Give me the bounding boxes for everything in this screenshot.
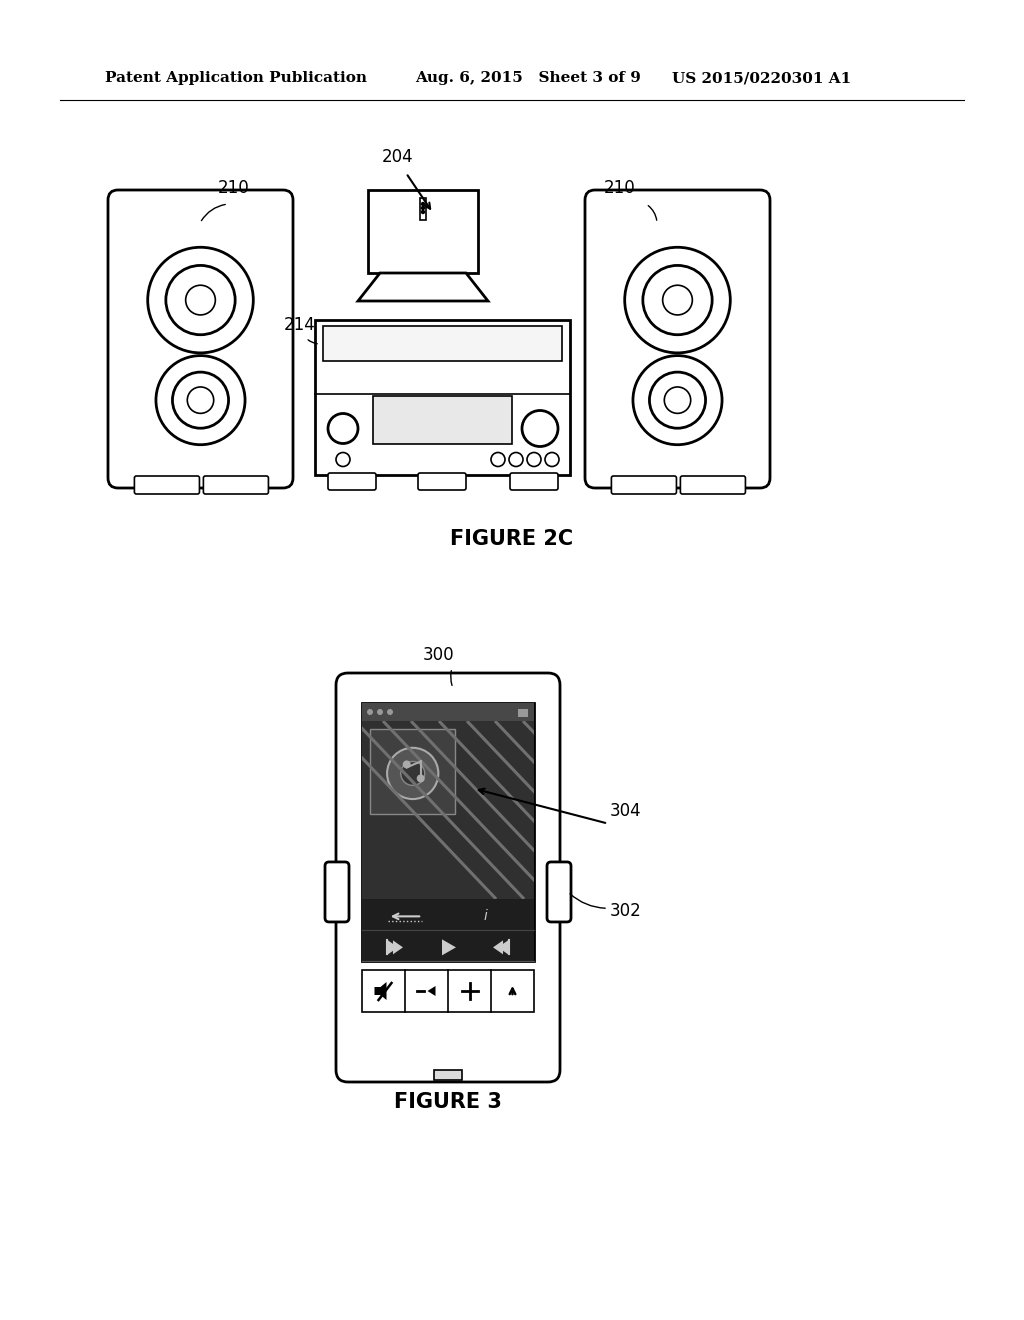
Bar xyxy=(362,704,534,721)
Polygon shape xyxy=(427,986,435,997)
Text: i: i xyxy=(484,909,487,924)
Circle shape xyxy=(328,413,358,444)
Circle shape xyxy=(387,748,438,799)
Circle shape xyxy=(663,285,692,315)
Polygon shape xyxy=(442,940,456,956)
Circle shape xyxy=(156,355,245,445)
Circle shape xyxy=(417,775,425,783)
Text: FIGURE 3: FIGURE 3 xyxy=(394,1092,502,1111)
Polygon shape xyxy=(393,940,403,954)
Circle shape xyxy=(185,285,215,315)
FancyBboxPatch shape xyxy=(547,862,571,921)
Circle shape xyxy=(166,265,236,335)
Bar xyxy=(434,1071,462,1080)
Polygon shape xyxy=(388,940,398,954)
FancyBboxPatch shape xyxy=(418,473,466,490)
Text: 204: 204 xyxy=(382,148,414,166)
Circle shape xyxy=(522,411,558,446)
Circle shape xyxy=(387,709,393,715)
Bar xyxy=(362,721,534,899)
Circle shape xyxy=(422,210,425,214)
FancyBboxPatch shape xyxy=(611,477,677,494)
Circle shape xyxy=(545,453,559,466)
FancyBboxPatch shape xyxy=(680,477,745,494)
Text: Aug. 6, 2015   Sheet 3 of 9: Aug. 6, 2015 Sheet 3 of 9 xyxy=(415,71,641,84)
Circle shape xyxy=(643,265,712,335)
Circle shape xyxy=(422,202,425,206)
Bar xyxy=(362,704,534,961)
Text: 302: 302 xyxy=(610,902,642,920)
Circle shape xyxy=(490,453,505,466)
Polygon shape xyxy=(375,982,386,1001)
Bar xyxy=(362,899,534,961)
Text: FIGURE 2C: FIGURE 2C xyxy=(451,529,573,549)
Text: Patent Application Publication: Patent Application Publication xyxy=(105,71,367,84)
Circle shape xyxy=(336,453,350,466)
Polygon shape xyxy=(498,940,508,954)
FancyBboxPatch shape xyxy=(585,190,770,488)
Circle shape xyxy=(422,206,425,210)
Circle shape xyxy=(377,709,383,715)
Polygon shape xyxy=(358,273,488,301)
FancyBboxPatch shape xyxy=(108,190,293,488)
FancyBboxPatch shape xyxy=(134,477,200,494)
Circle shape xyxy=(509,453,523,466)
Circle shape xyxy=(527,453,541,466)
Text: 300: 300 xyxy=(422,645,454,664)
Circle shape xyxy=(400,762,425,785)
Bar xyxy=(373,396,512,444)
FancyBboxPatch shape xyxy=(510,473,558,490)
FancyBboxPatch shape xyxy=(204,477,268,494)
Polygon shape xyxy=(493,940,503,954)
Bar xyxy=(518,709,528,717)
Bar xyxy=(315,319,570,475)
FancyBboxPatch shape xyxy=(328,473,376,490)
Circle shape xyxy=(633,355,722,445)
Bar xyxy=(323,326,562,360)
Circle shape xyxy=(649,372,706,428)
Text: 210: 210 xyxy=(218,180,250,197)
FancyBboxPatch shape xyxy=(336,673,560,1082)
Circle shape xyxy=(402,760,411,768)
Circle shape xyxy=(625,247,730,352)
FancyBboxPatch shape xyxy=(325,862,349,921)
Circle shape xyxy=(172,372,228,428)
Bar xyxy=(362,970,534,1012)
Circle shape xyxy=(665,387,691,413)
Text: 214: 214 xyxy=(284,315,315,334)
Bar xyxy=(370,729,456,814)
Circle shape xyxy=(187,387,214,413)
Circle shape xyxy=(367,709,373,715)
Text: US 2015/0220301 A1: US 2015/0220301 A1 xyxy=(672,71,851,84)
Bar xyxy=(368,190,478,273)
Bar xyxy=(420,198,426,220)
Circle shape xyxy=(147,247,253,352)
Text: 304: 304 xyxy=(610,801,642,820)
Text: 210: 210 xyxy=(604,180,636,197)
